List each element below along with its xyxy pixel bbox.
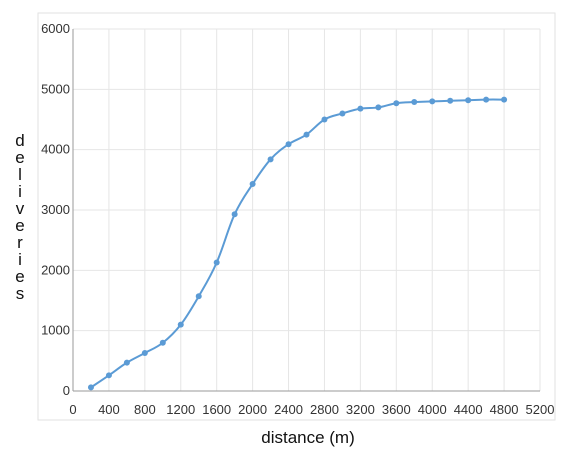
- x-tick-label: 2000: [238, 402, 267, 417]
- data-point: [447, 97, 454, 104]
- series: [87, 96, 508, 391]
- x-tick-label: 0: [69, 402, 76, 417]
- data-point: [501, 96, 508, 103]
- x-tick-label: 400: [98, 402, 120, 417]
- data-point: [249, 181, 256, 188]
- data-point: [195, 293, 202, 300]
- x-tick-label: 1200: [166, 402, 195, 417]
- axes: [72, 29, 540, 392]
- x-tick-label: 4800: [490, 402, 519, 417]
- data-point: [375, 104, 382, 111]
- x-tick-label: 1600: [202, 402, 231, 417]
- y-tick-label: 2000: [41, 262, 70, 277]
- y-tick-label: 0: [63, 383, 70, 398]
- y-tick-label: 3000: [41, 202, 70, 217]
- data-point: [213, 259, 220, 266]
- data-point: [123, 359, 130, 366]
- data-point: [177, 321, 184, 328]
- x-tick-label: 5200: [526, 402, 555, 417]
- x-axis-label: distance (m): [261, 428, 355, 447]
- y-tick-label: 1000: [41, 323, 70, 338]
- y-tick-label: 6000: [41, 21, 70, 36]
- data-point: [159, 339, 166, 346]
- x-tick-label: 3200: [346, 402, 375, 417]
- data-point: [393, 100, 400, 107]
- data-point: [411, 99, 418, 106]
- data-point: [105, 372, 112, 379]
- data-point: [87, 384, 94, 391]
- x-tick-label: 3600: [382, 402, 411, 417]
- gridlines: [73, 28, 541, 391]
- x-tick-label: 2400: [274, 402, 303, 417]
- data-point: [303, 131, 310, 138]
- data-point: [267, 156, 274, 163]
- chart-frame: [37, 12, 556, 421]
- y-tick-label: 4000: [41, 142, 70, 157]
- x-tick-label: 2800: [310, 402, 339, 417]
- x-tick-label: 4400: [454, 402, 483, 417]
- x-tick-label: 4000: [418, 402, 447, 417]
- data-point: [465, 97, 472, 104]
- data-point: [357, 105, 364, 112]
- data-point: [141, 349, 148, 356]
- y-tick-label: 5000: [41, 81, 70, 96]
- x-tick-label: 800: [134, 402, 156, 417]
- data-point: [339, 110, 346, 117]
- data-point: [321, 116, 328, 123]
- data-point: [429, 98, 436, 105]
- data-point: [483, 96, 490, 103]
- data-point: [285, 141, 292, 148]
- tick-labels: 0 400 800 1200 1600 2000 2400 2800 3200 3600 4000 4…: [41, 21, 554, 417]
- data-point: [231, 211, 238, 218]
